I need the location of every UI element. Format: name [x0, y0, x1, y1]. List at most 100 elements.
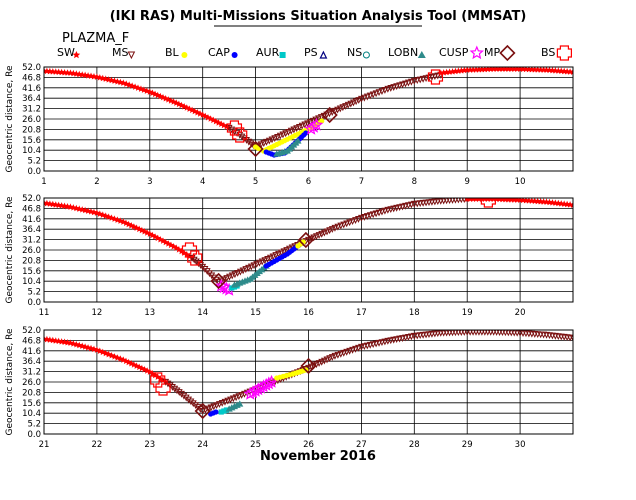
crossing-bs [150, 372, 166, 388]
point-ms [336, 105, 344, 113]
point-sw [175, 246, 183, 253]
series-cusp [243, 374, 279, 400]
point-ms [298, 122, 306, 130]
legend-marker-ps [319, 50, 328, 59]
x-axis-label: November 2016 [260, 449, 376, 464]
point-ms [422, 75, 430, 83]
point-ms [399, 203, 406, 211]
point-ms [343, 220, 351, 228]
point-ms [390, 84, 398, 91]
legend-label-ps: PS [304, 46, 318, 59]
point-ms [277, 249, 285, 257]
point-sw [157, 92, 164, 100]
point-ms [256, 259, 263, 267]
point-ms [434, 72, 442, 80]
point-ms [357, 95, 365, 103]
point-ms [258, 258, 266, 266]
point-ms [261, 257, 269, 265]
x-tick-label: 3 [147, 177, 152, 187]
legend-label-ns: NS [347, 46, 362, 59]
point-ms [344, 101, 352, 109]
point-sw [108, 214, 115, 221]
legend-marker-cusp [469, 45, 484, 60]
panel-frame [43, 66, 574, 172]
point-sw [569, 201, 573, 208]
point-sw [151, 90, 159, 98]
point-ms [213, 402, 221, 410]
point-ms [363, 342, 371, 350]
point-ms [349, 346, 356, 354]
x-tick-label: 26 [303, 440, 314, 450]
series-lobn [273, 137, 302, 157]
point-ms [399, 335, 406, 342]
point-ms [192, 402, 200, 410]
point-sw [151, 233, 159, 240]
point-sw [455, 67, 462, 74]
series-ms [188, 198, 470, 286]
point-ms [306, 119, 314, 126]
point-sw [127, 360, 135, 367]
y-tick-label: 36.4 [22, 94, 41, 104]
point-ms [369, 341, 377, 349]
x-tick-label: 22 [91, 440, 102, 450]
point-sw [133, 224, 140, 231]
panel-frame [43, 329, 574, 435]
point-ms [396, 335, 404, 343]
point-ms [355, 97, 363, 104]
point-ms [387, 206, 395, 214]
point-ms [331, 352, 339, 360]
y-tick-label: 0.0 [27, 167, 41, 177]
crossing-bs [427, 69, 444, 85]
point-ms [393, 204, 401, 212]
point-sw [157, 375, 164, 382]
point-sw [560, 67, 568, 75]
point-ms [323, 228, 331, 236]
crossing-bs [187, 250, 203, 266]
point-ms [271, 135, 279, 143]
x-tick-label: 12 [91, 308, 102, 318]
point-sw [122, 219, 130, 227]
legend-marker-mp [499, 44, 516, 62]
point-ms [363, 93, 371, 101]
point-ms [293, 125, 301, 133]
point-ms [166, 382, 174, 390]
point-ms [407, 78, 415, 86]
plot-area [44, 198, 573, 296]
x-tick-label: 29 [462, 440, 473, 450]
crossing-bs [232, 127, 248, 143]
legend-label-bs: BS [541, 46, 555, 59]
point-ms [295, 124, 303, 131]
point-ms [410, 77, 418, 85]
point-sw [133, 362, 140, 369]
x-tick-label: 14 [197, 308, 208, 318]
y-tick-label: 5.2 [27, 288, 41, 298]
point-sw [204, 114, 212, 121]
point-bl [319, 118, 325, 124]
point-ms [323, 111, 331, 119]
point-ms [387, 85, 395, 92]
point-ms [245, 138, 253, 146]
point-aur [221, 408, 227, 414]
point-sw [146, 88, 154, 95]
point-ms [192, 258, 200, 266]
point-ms [393, 83, 401, 91]
x-tick-label: 4 [200, 177, 205, 187]
legend-label-sw: SW [57, 46, 75, 59]
point-ms [187, 398, 195, 406]
point-ms [328, 226, 336, 233]
point-sw [443, 68, 451, 76]
point-ms [340, 221, 348, 229]
point-ms [231, 271, 239, 279]
x-tick-label: 10 [515, 177, 526, 187]
chart-subtitle: PLAZMA_F [62, 31, 129, 46]
point-ms [352, 98, 360, 106]
point-ms [182, 394, 190, 402]
point-ms [215, 401, 223, 408]
y-tick-label: 36.4 [22, 225, 41, 235]
point-ms [245, 264, 252, 272]
point-ms [350, 99, 357, 107]
y-tick-label: 52.0 [22, 326, 41, 336]
y-tick-label: 26.0 [22, 115, 41, 125]
point-ms [399, 81, 406, 89]
point-ms [428, 73, 436, 81]
